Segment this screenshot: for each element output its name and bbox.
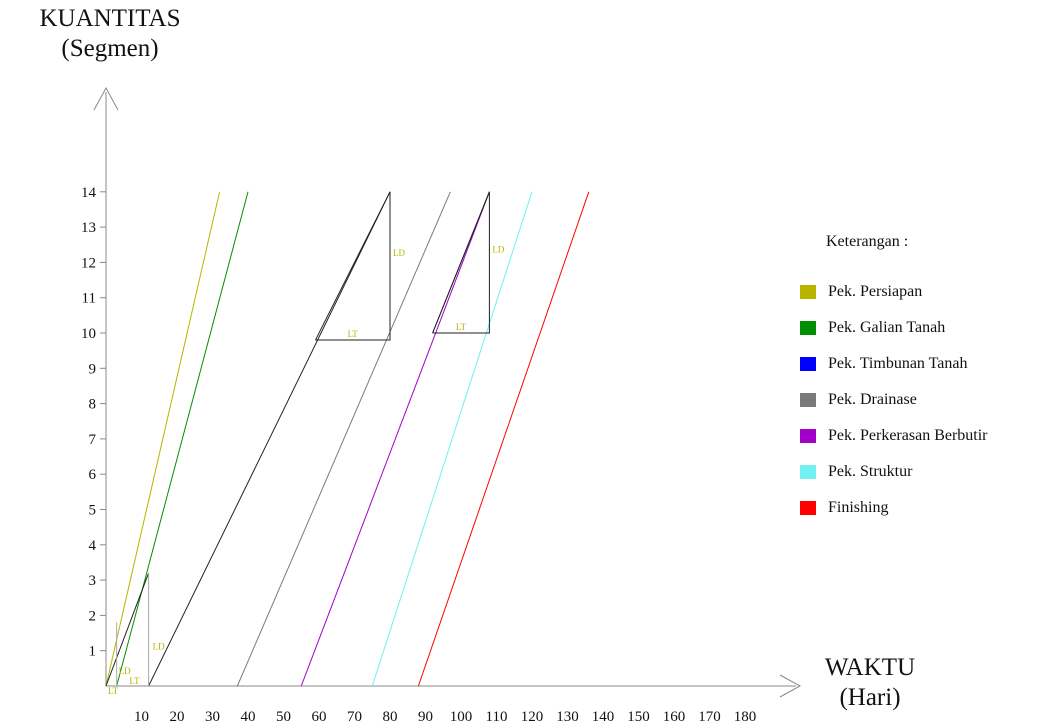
- y-tick-label: 11: [82, 291, 96, 307]
- y-tick-label: 12: [81, 255, 96, 271]
- series-line-pek-struktur: [371, 191, 533, 687]
- x-axis-arrow: [779, 674, 802, 698]
- x-axis-title-line1: WAKTU: [824, 654, 916, 681]
- legend-swatch: [800, 393, 816, 407]
- legend-label: Pek. Struktur: [828, 463, 913, 480]
- x-tick-label: 170: [698, 709, 721, 725]
- y-axis-title-line1: KUANTITAS: [39, 5, 181, 32]
- legend-swatch: [800, 465, 816, 479]
- x-tick-label: 90: [418, 709, 433, 725]
- legend-label: Finishing: [828, 499, 889, 516]
- legend-swatch: [800, 285, 816, 299]
- y-tick-label: 7: [89, 432, 97, 448]
- x-axis-title: WAKTU (Hari): [800, 653, 940, 713]
- legend-swatch: [800, 357, 816, 371]
- y-tick-label: 8: [89, 397, 97, 413]
- series-line-pek-drainase: [236, 191, 451, 687]
- y-tick-label: 9: [89, 361, 97, 377]
- series-line-pek-perkerasan-berbutir: [300, 191, 490, 687]
- x-tick-label: 160: [663, 709, 686, 725]
- x-tick-label: 110: [486, 709, 508, 725]
- lt-ld-triangle: [315, 191, 391, 341]
- lt-label: LT: [348, 329, 359, 339]
- legend-title: Keterangan :: [826, 233, 909, 250]
- legend-label: Pek. Drainase: [828, 391, 917, 408]
- y-tick-label: 1: [89, 644, 97, 660]
- ld-label: LD: [492, 244, 504, 254]
- series-line-pek-persiapan: [105, 191, 221, 687]
- x-tick-label: 120: [521, 709, 544, 725]
- legend-item: Pek. Struktur: [800, 454, 988, 490]
- x-tick-label: 70: [347, 709, 362, 725]
- legend-label: Pek. Perkerasan Berbutir: [828, 427, 988, 444]
- lt-label: LT: [456, 322, 467, 332]
- legend-label: Pek. Galian Tanah: [828, 319, 946, 336]
- x-tick-label: 80: [383, 709, 398, 725]
- y-axis-title: KUANTITAS (Segmen): [10, 4, 210, 64]
- x-tick-label: 100: [450, 709, 473, 725]
- x-axis-title-line2: (Hari): [839, 684, 901, 711]
- legend-item: Finishing: [800, 490, 988, 526]
- legend-item: Pek. Drainase: [800, 382, 988, 418]
- chart-series: [105, 191, 590, 687]
- x-tick-label: 50: [276, 709, 291, 725]
- legend-swatch: [800, 321, 816, 335]
- series-line-pek-galian-tanah: [116, 191, 249, 687]
- y-tick-label: 13: [81, 220, 96, 236]
- y-axis-arrow: [93, 86, 119, 111]
- x-tick-label: 130: [556, 709, 579, 725]
- lt-ld-triangle: [432, 191, 490, 334]
- legend-swatch: [800, 501, 816, 515]
- legend-label: Pek. Persiapan: [828, 283, 923, 300]
- ld-label: LD: [119, 666, 131, 676]
- ld-label: LD: [153, 642, 165, 652]
- x-tick-label: 180: [734, 709, 757, 725]
- y-tick-label: 5: [89, 503, 97, 519]
- series-line-finishing: [417, 191, 590, 687]
- legend-label: Pek. Timbunan Tanah: [828, 355, 968, 372]
- x-tick-label: 60: [312, 709, 327, 725]
- legend: Keterangan : Pek. Persiapan Pek. Galian T…: [800, 232, 988, 526]
- y-tick-label: 3: [89, 573, 97, 589]
- x-tick-label: 30: [205, 709, 220, 725]
- lt-label: LT: [129, 676, 140, 686]
- legend-swatch: [800, 429, 816, 443]
- legend-item: Pek. Timbunan Tanah: [800, 346, 988, 382]
- y-tick-label: 2: [89, 608, 97, 624]
- y-tick-label: 6: [89, 467, 97, 483]
- lt-label: LT: [108, 686, 119, 696]
- connector-line: [105, 572, 150, 687]
- x-tick-label: 150: [627, 709, 650, 725]
- x-tick-label: 140: [592, 709, 615, 725]
- chart-axes: [93, 86, 802, 698]
- y-axis-title-line2: (Segmen): [61, 35, 159, 62]
- legend-item: Pek. Galian Tanah: [800, 310, 988, 346]
- y-tick-label: 10: [81, 326, 96, 342]
- y-tick-label: 14: [81, 185, 97, 201]
- y-tick-label: 4: [89, 538, 97, 554]
- x-tick-label: 20: [170, 709, 185, 725]
- x-tick-label: 10: [134, 709, 149, 725]
- legend-item: Pek. Perkerasan Berbutir: [800, 418, 988, 454]
- legend-item: Pek. Persiapan: [800, 274, 988, 310]
- connector-line: [148, 191, 391, 687]
- ld-label: LD: [393, 248, 405, 258]
- x-tick-label: 40: [241, 709, 256, 725]
